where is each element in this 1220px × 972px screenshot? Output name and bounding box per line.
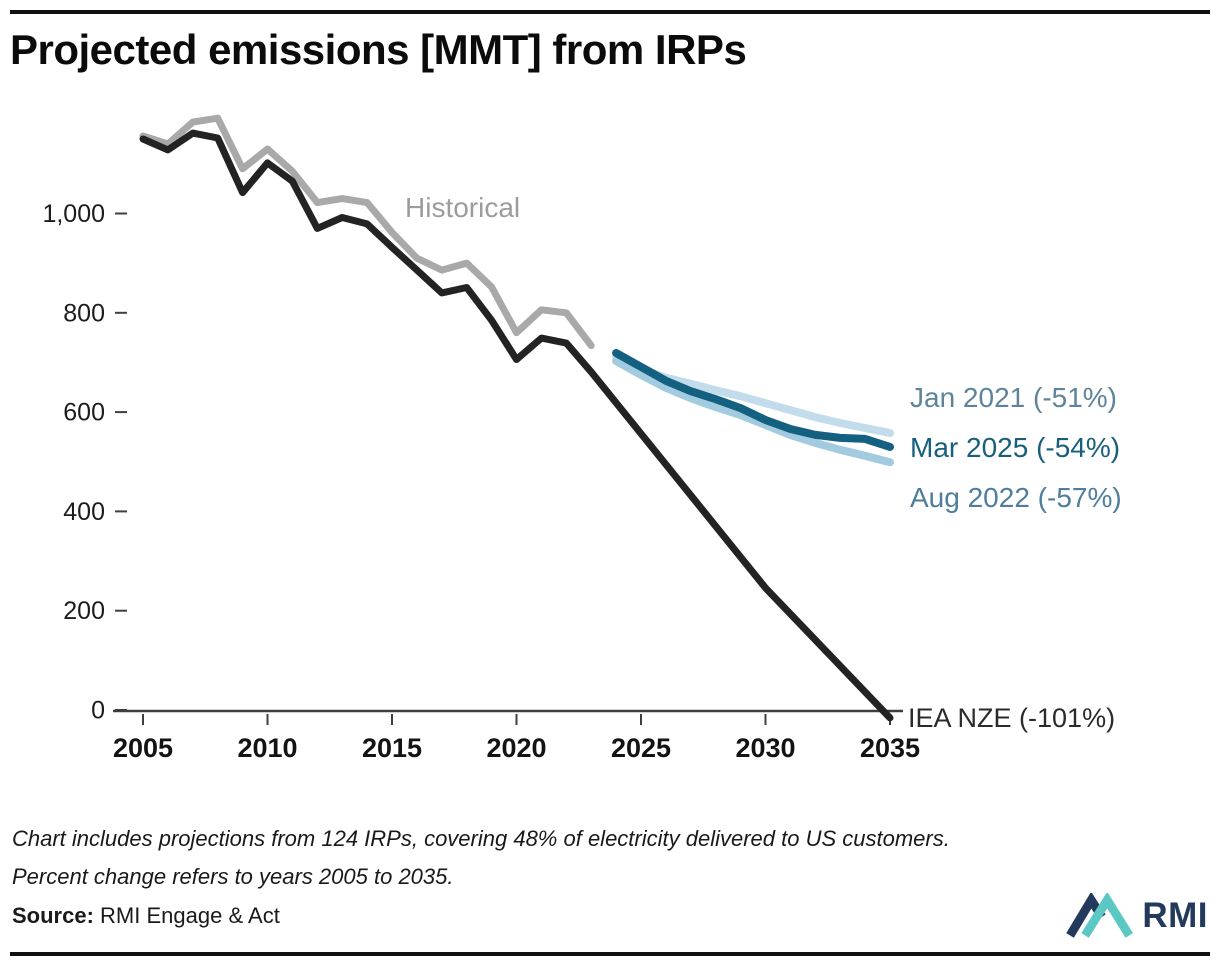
source-text: RMI Engage & Act <box>100 903 280 928</box>
rmi-logo-text: RMI <box>1142 896 1208 935</box>
y-tick-label: 800 <box>63 299 105 327</box>
chart-title: Projected emissions [MMT] from IRPs <box>10 26 747 73</box>
footnote: Chart includes projections from 124 IRPs… <box>12 820 950 896</box>
series-label-iea-nze: IEA NZE (-101%) <box>908 703 1116 733</box>
series-line-mar-2025-54 <box>612 349 894 451</box>
series-line-iea-nze-101 <box>139 129 894 722</box>
footnote-line-1: Chart includes projections from 124 IRPs… <box>12 826 950 851</box>
y-tick-label: 1,000 <box>42 200 105 228</box>
series-label-mar-2025: Mar 2025 (-54%) <box>910 432 1121 463</box>
y-tick-label: 0 <box>91 697 105 725</box>
chart-svg: 0 200 400 600 800 1,000 2005 2010 2015 2020 2025 20… <box>42 114 920 763</box>
x-tick-label: 2030 <box>735 733 795 763</box>
y-tick-label: 400 <box>63 498 105 526</box>
x-tick-label: 2015 <box>362 733 422 763</box>
source-label: Source: <box>12 903 94 928</box>
x-tick-label: 2035 <box>860 733 920 763</box>
rmi-logo: RMI <box>1065 893 1208 939</box>
series-label-jan-2021: Jan 2021 (-51%) <box>910 382 1118 413</box>
series-label-aug-2022: Aug 2022 (-57%) <box>910 482 1122 513</box>
rmi-logo-mark-icon <box>1066 893 1134 938</box>
series-line-historical <box>139 114 595 350</box>
footnote-line-2: Percent change refers to years 2005 to 2… <box>12 864 454 889</box>
x-tick-label: 2020 <box>486 733 546 763</box>
x-tick-label: 2025 <box>611 733 671 763</box>
y-tick-label: 600 <box>63 399 105 427</box>
y-tick-label: 200 <box>63 597 105 625</box>
x-tick-label: 2005 <box>113 733 173 763</box>
series-label-historical: Historical <box>405 192 521 223</box>
bottom-rule <box>10 952 1210 956</box>
top-rule <box>10 10 1210 14</box>
x-tick-label: 2010 <box>237 733 297 763</box>
source-line: Source: RMI Engage & Act <box>12 903 280 929</box>
series-line-aug-2022-57 <box>612 357 894 467</box>
